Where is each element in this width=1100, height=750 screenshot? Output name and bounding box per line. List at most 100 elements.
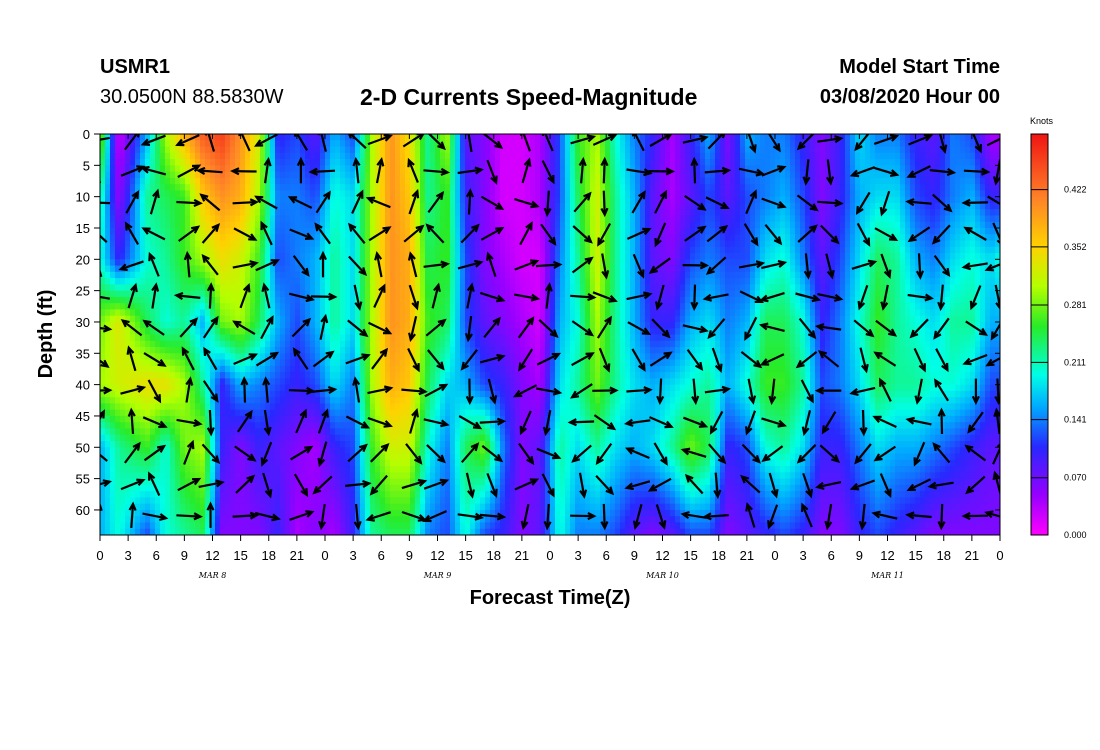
heatmap-cell (300, 234, 306, 242)
heatmap-cell (245, 509, 251, 517)
heatmap-cell (435, 296, 441, 304)
heatmap-cell (365, 340, 371, 348)
heatmap-cell (365, 397, 371, 405)
heatmap-cell (120, 271, 126, 279)
heatmap-cell (275, 509, 281, 517)
heatmap-cell (295, 321, 301, 329)
heatmap-cell (255, 372, 261, 379)
heatmap-cell (325, 472, 331, 480)
heatmap-cell (445, 284, 451, 292)
heatmap-cell (280, 265, 286, 273)
heatmap-cell (155, 140, 161, 148)
heatmap-cell (250, 209, 256, 217)
heatmap-cell (475, 372, 481, 379)
heatmap-cell (260, 278, 266, 285)
heatmap-cell (110, 309, 116, 317)
heatmap-cell (380, 177, 386, 185)
heatmap-cell (430, 434, 436, 442)
heatmap-cell (230, 441, 236, 448)
heatmap-cell (120, 315, 126, 323)
heatmap-cell (235, 428, 241, 436)
heatmap-cell (180, 271, 186, 279)
heatmap-cell (330, 503, 336, 511)
heatmap-cell (250, 171, 256, 179)
heatmap-cell (420, 528, 426, 535)
heatmap-cell (310, 278, 316, 285)
heatmap-cell (415, 522, 421, 530)
heatmap-cell (245, 403, 251, 411)
heatmap-cell (290, 146, 296, 154)
heatmap-cell (205, 303, 211, 311)
heatmap-cell (350, 403, 356, 411)
heatmap-cell (185, 209, 191, 217)
heatmap-cell (220, 209, 226, 217)
heatmap-cell (210, 384, 216, 392)
heatmap-cell (475, 484, 481, 492)
heatmap-cell (330, 372, 336, 379)
heatmap-cell (370, 491, 376, 499)
heatmap-cell (155, 221, 161, 229)
heatmap-cell (440, 528, 446, 535)
heatmap-cell (420, 202, 426, 210)
heatmap-cell (470, 278, 476, 285)
heatmap-cell (390, 221, 396, 229)
heatmap-cell (225, 290, 231, 298)
heatmap-cell (245, 309, 251, 317)
heatmap-cell (470, 403, 476, 411)
heatmap-cell (360, 472, 366, 480)
heatmap-cell (445, 315, 451, 323)
heatmap-cell (145, 441, 151, 448)
heatmap-cell (355, 152, 361, 160)
heatmap-cell (435, 253, 441, 260)
heatmap-cell (350, 190, 356, 198)
heatmap-cell (315, 184, 321, 191)
heatmap-cell (475, 152, 481, 160)
heatmap-cell (420, 384, 426, 392)
heatmap-cell (200, 497, 206, 505)
heatmap-cell (310, 171, 316, 179)
heatmap-cell (240, 434, 246, 442)
heatmap-cell (315, 321, 321, 329)
heatmap-cell (170, 152, 176, 160)
heatmap-cell (405, 190, 411, 198)
heatmap-cell (285, 453, 291, 461)
heatmap-cell (340, 234, 346, 242)
heatmap-cell (245, 497, 251, 505)
heatmap-cell (385, 309, 391, 317)
heatmap-cell (255, 334, 261, 342)
heatmap-cell (405, 378, 411, 386)
heatmap-cell (275, 296, 281, 304)
heatmap-cell (380, 146, 386, 154)
heatmap-cell (445, 509, 451, 517)
heatmap-cell (250, 215, 256, 223)
heatmap-cell (440, 240, 446, 248)
heatmap-cell (470, 428, 476, 436)
heatmap-cell (320, 491, 326, 499)
heatmap-cell (360, 503, 366, 511)
heatmap-cell (245, 390, 251, 398)
heatmap-cell (225, 365, 231, 373)
heatmap-cell (240, 328, 246, 336)
heatmap-cell (415, 384, 421, 392)
heatmap-cell (190, 234, 196, 242)
heatmap-cell (180, 215, 186, 223)
heatmap-cell (195, 466, 201, 473)
heatmap-cell (195, 378, 201, 386)
heatmap-cell (475, 134, 481, 141)
heatmap-cell (225, 140, 231, 148)
heatmap-cell (415, 315, 421, 323)
heatmap-cell (275, 246, 281, 254)
heatmap-cell (430, 378, 436, 386)
heatmap-cell (205, 466, 211, 473)
heatmap-cell (420, 415, 426, 423)
heatmap-cell (330, 134, 336, 141)
heatmap-cell (390, 196, 396, 204)
heatmap-cell (340, 240, 346, 248)
heatmap-cell (395, 321, 401, 329)
heatmap-cell (450, 296, 456, 304)
heatmap-cell (180, 472, 186, 480)
heatmap-cell (320, 165, 326, 173)
heatmap-cell (405, 321, 411, 329)
heatmap-cell (225, 309, 231, 317)
heatmap-cell (150, 190, 156, 198)
